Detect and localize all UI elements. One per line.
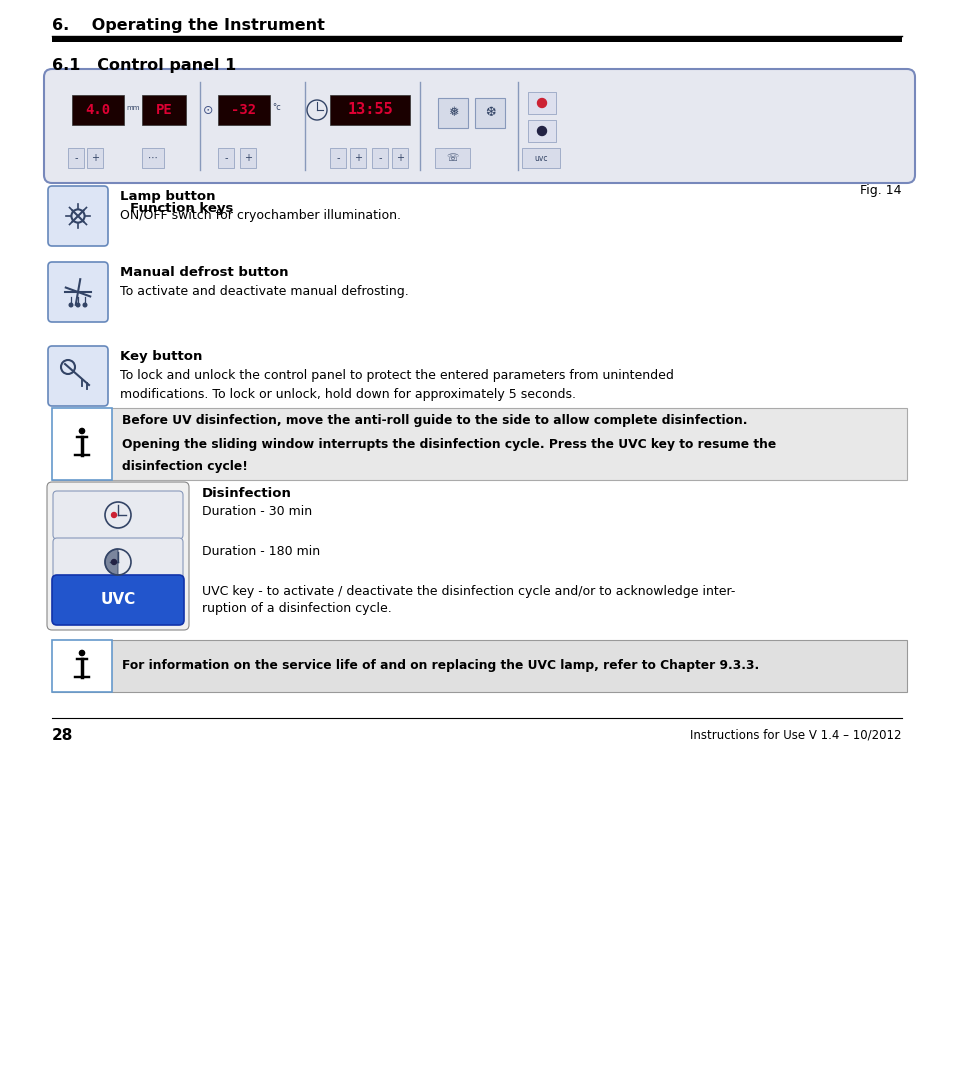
Bar xyxy=(52,37,901,42)
Text: ☏: ☏ xyxy=(446,153,458,163)
Bar xyxy=(52,408,112,480)
Bar xyxy=(527,92,556,114)
FancyBboxPatch shape xyxy=(48,262,108,322)
Text: ruption of a disinfection cycle.: ruption of a disinfection cycle. xyxy=(202,602,392,615)
FancyBboxPatch shape xyxy=(48,346,108,406)
Text: To lock and unlock the control panel to protect the entered parameters from unin: To lock and unlock the control panel to … xyxy=(120,369,673,382)
Bar xyxy=(527,120,556,141)
Text: Instructions for Use V 1.4 – 10/2012: Instructions for Use V 1.4 – 10/2012 xyxy=(690,728,901,741)
Circle shape xyxy=(112,559,116,565)
Text: To activate and deactivate manual defrosting.: To activate and deactivate manual defros… xyxy=(120,285,408,298)
Text: 28: 28 xyxy=(52,728,73,743)
Bar xyxy=(52,640,906,692)
Circle shape xyxy=(70,303,72,307)
Bar xyxy=(218,148,233,168)
FancyBboxPatch shape xyxy=(52,575,184,625)
Bar xyxy=(52,408,906,480)
FancyBboxPatch shape xyxy=(47,482,189,630)
Text: Fig. 14: Fig. 14 xyxy=(860,184,901,197)
Bar xyxy=(142,148,164,168)
Text: Duration - 180 min: Duration - 180 min xyxy=(202,545,320,558)
Text: +: + xyxy=(91,153,99,163)
Bar xyxy=(330,95,410,125)
Circle shape xyxy=(537,98,546,108)
Text: 6.1   Control panel 1: 6.1 Control panel 1 xyxy=(52,58,236,73)
Bar xyxy=(142,95,186,125)
Bar xyxy=(350,148,366,168)
Bar xyxy=(372,148,388,168)
FancyBboxPatch shape xyxy=(44,69,914,183)
Polygon shape xyxy=(105,549,118,575)
Text: disinfection cycle!: disinfection cycle! xyxy=(122,460,248,473)
Bar xyxy=(437,98,468,129)
Bar xyxy=(71,95,124,125)
Bar xyxy=(68,148,84,168)
Text: -: - xyxy=(224,153,228,163)
Text: Opening the sliding window interrupts the disinfection cycle. Press the UVC key : Opening the sliding window interrupts th… xyxy=(122,438,776,451)
Bar xyxy=(475,98,504,129)
Text: 6.    Operating the Instrument: 6. Operating the Instrument xyxy=(52,18,325,33)
Text: Disinfection: Disinfection xyxy=(202,487,292,500)
FancyBboxPatch shape xyxy=(53,491,183,539)
Text: 4.0: 4.0 xyxy=(86,103,111,117)
Circle shape xyxy=(537,126,546,135)
Bar xyxy=(218,95,270,125)
Text: ⋯: ⋯ xyxy=(148,153,157,163)
Text: ⊙: ⊙ xyxy=(203,104,213,117)
Text: For information on the service life of and on replacing the UVC lamp, refer to C: For information on the service life of a… xyxy=(122,660,759,673)
Circle shape xyxy=(112,513,116,517)
Text: Key button: Key button xyxy=(120,350,202,363)
Text: modifications. To lock or unlock, hold down for approximately 5 seconds.: modifications. To lock or unlock, hold d… xyxy=(120,388,576,401)
Bar xyxy=(392,148,408,168)
Text: Before UV disinfection, move the anti-roll guide to the side to allow complete d: Before UV disinfection, move the anti-ro… xyxy=(122,414,747,427)
Text: Duration - 30 min: Duration - 30 min xyxy=(202,505,312,518)
Text: mm: mm xyxy=(126,105,139,111)
Text: -: - xyxy=(74,153,77,163)
Text: +: + xyxy=(354,153,361,163)
FancyBboxPatch shape xyxy=(53,538,183,586)
Bar xyxy=(240,148,255,168)
Bar xyxy=(330,148,346,168)
Text: 13:55: 13:55 xyxy=(347,103,393,118)
Bar xyxy=(435,148,470,168)
Text: Manual defrost button: Manual defrost button xyxy=(120,266,288,279)
Text: uvc: uvc xyxy=(534,153,547,162)
Text: °c: °c xyxy=(272,104,280,112)
Text: -: - xyxy=(335,153,339,163)
Bar xyxy=(87,148,103,168)
Circle shape xyxy=(79,650,85,656)
Text: UVC key - to activate / deactivate the disinfection cycle and/or to acknowledge : UVC key - to activate / deactivate the d… xyxy=(202,585,735,598)
Text: -32: -32 xyxy=(232,103,256,117)
FancyBboxPatch shape xyxy=(48,186,108,246)
Bar xyxy=(521,148,559,168)
Text: ❅: ❅ xyxy=(447,107,457,120)
Circle shape xyxy=(79,429,85,433)
Circle shape xyxy=(83,303,87,307)
Text: -: - xyxy=(377,153,381,163)
Text: Function keys: Function keys xyxy=(130,202,233,215)
Text: +: + xyxy=(244,153,252,163)
Text: ON/OFF switch for cryochamber illumination.: ON/OFF switch for cryochamber illuminati… xyxy=(120,210,400,222)
Text: PE: PE xyxy=(155,103,172,117)
Text: +: + xyxy=(395,153,403,163)
Text: ❆: ❆ xyxy=(484,107,495,120)
Text: UVC: UVC xyxy=(100,593,135,607)
Bar xyxy=(52,640,112,692)
Circle shape xyxy=(76,303,80,307)
Text: Lamp button: Lamp button xyxy=(120,190,215,203)
